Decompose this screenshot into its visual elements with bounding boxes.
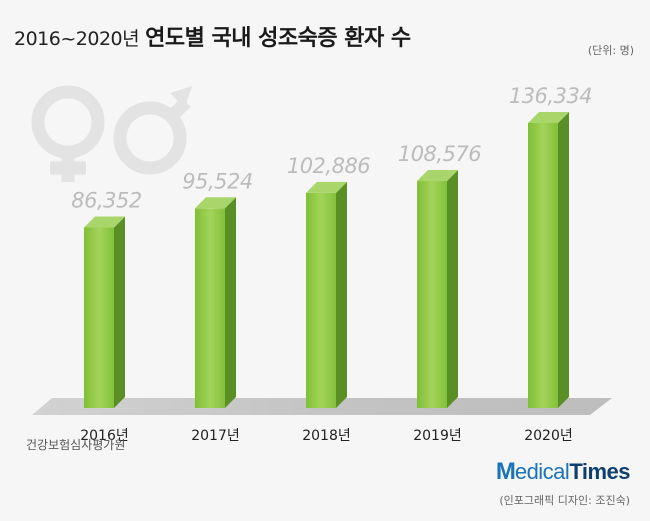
- x-tick-label: 2020년: [524, 428, 573, 444]
- x-tick-label: 2017년: [191, 428, 240, 444]
- source-text: 건강보험심사평가원: [26, 438, 126, 452]
- value-label: 86,352: [71, 188, 142, 212]
- bar-2017년: [195, 197, 236, 408]
- bars-group: [84, 112, 569, 408]
- bar-front: [417, 181, 447, 408]
- bar-top: [528, 112, 569, 123]
- x-tick-label: 2018년: [302, 428, 351, 444]
- bar-side: [558, 112, 569, 408]
- title-range: 2016~2020년: [14, 28, 140, 50]
- design-credit: (인포그래픽 디자인: 조진숙): [499, 494, 630, 507]
- value-label: 95,524: [182, 169, 252, 193]
- female-symbol-icon: [31, 85, 105, 182]
- chart-title: 2016~2020년 연도별 국내 성조숙증 환자 수: [14, 20, 411, 52]
- bar-top: [306, 181, 347, 193]
- bar-2018년: [306, 181, 347, 408]
- bar-top: [417, 170, 458, 182]
- bar-side: [225, 197, 236, 408]
- logo-times: Times: [569, 459, 630, 484]
- bar-front: [195, 208, 225, 408]
- bar-top: [195, 197, 236, 209]
- value-label: 108,576: [398, 142, 481, 166]
- logo-edical: edical: [514, 459, 570, 484]
- bar-side: [114, 216, 125, 408]
- bar-front: [528, 123, 558, 408]
- bar-2020년: [528, 112, 569, 408]
- unit-label: (단위: 명): [587, 44, 634, 57]
- value-labels-group: 86,352 95,524 102,886 108,576 136,334: [71, 84, 592, 212]
- bar-2016년: [84, 216, 125, 408]
- bar-2019년: [417, 170, 458, 408]
- bar-front: [84, 227, 114, 408]
- medicaltimes-logo: MedicalTimes: [495, 458, 631, 488]
- x-tick-label: 2016년: [80, 428, 129, 444]
- bar-side: [336, 181, 347, 408]
- male-symbol-icon: [113, 86, 192, 175]
- value-label: 136,334: [509, 84, 592, 108]
- title-main: 연도별 국내 성조숙증 환자 수: [145, 26, 411, 51]
- bar-front: [306, 192, 336, 408]
- bar-side: [447, 170, 458, 408]
- value-label: 102,886: [287, 154, 370, 178]
- logo-m: M: [495, 458, 516, 485]
- bar-top: [84, 216, 125, 228]
- x-tick-label: 2019년: [413, 428, 462, 444]
- x-axis-labels: 2016년 2017년 2018년 2019년 2020년: [80, 428, 573, 444]
